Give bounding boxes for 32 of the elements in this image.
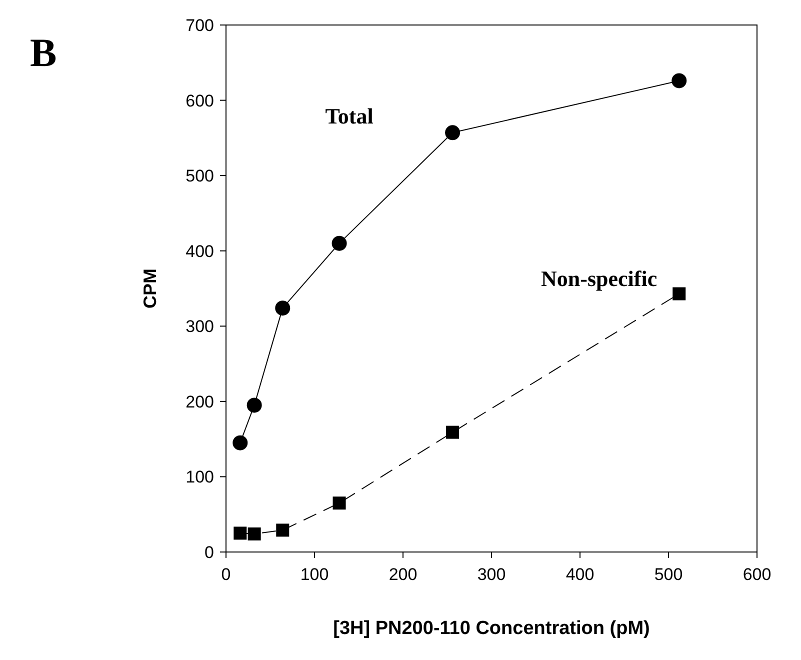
x-tick-label: 400: [566, 565, 594, 584]
y-tick-label: 400: [186, 242, 214, 261]
y-tick-label: 0: [204, 543, 214, 562]
x-axis-title: [3H] PN200-110 Concentration (pM): [333, 618, 650, 639]
x-tick-label: 300: [477, 565, 506, 584]
x-tick-label: 600: [742, 565, 772, 584]
point: [232, 435, 248, 450]
y-tick-label: 200: [186, 392, 214, 412]
point: [275, 300, 290, 316]
text: B: [30, 30, 57, 75]
y-tick-label: 600: [186, 91, 214, 110]
x-tick-label: 0: [221, 565, 231, 584]
y-tick-label: 500: [186, 166, 214, 186]
y-tick-label: 700: [186, 16, 214, 35]
y-tick-label: 300: [186, 317, 214, 336]
point: [672, 287, 686, 300]
series-label: Non-specific: [541, 266, 658, 291]
point: [445, 125, 460, 140]
point: [332, 236, 347, 251]
point: [332, 496, 346, 510]
x-tick-label: 200: [388, 565, 418, 584]
y-tick-label: 100: [186, 468, 214, 487]
point: [234, 526, 247, 540]
point: [248, 527, 261, 540]
point: [446, 426, 460, 439]
point: [276, 524, 290, 537]
point: [246, 398, 262, 413]
text: Total: [325, 103, 374, 128]
x-tick-label: 100: [300, 565, 329, 584]
point: [672, 73, 687, 88]
y-axis-title: CPM: [140, 268, 160, 308]
x-tick-label: 500: [654, 565, 683, 584]
